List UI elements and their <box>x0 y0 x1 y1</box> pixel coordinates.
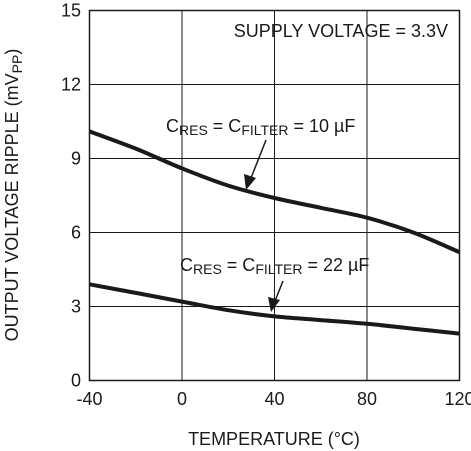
y-tick-label: 0 <box>71 371 81 391</box>
y-tick-label: 3 <box>71 297 81 317</box>
y-tick-label: 12 <box>61 75 81 95</box>
x-axis-label: TEMPERATURE (°C) <box>188 429 360 449</box>
series-label-22uF: CRES = CFILTER = 22 µF <box>180 255 369 277</box>
leader-arrow-22uF <box>268 280 284 312</box>
plot-frame <box>88 9 461 382</box>
series-line-0 <box>88 129 461 255</box>
series-label-10uF: CRES = CFILTER = 10 µF <box>166 116 355 138</box>
x-tick-label: 80 <box>357 389 377 409</box>
series-layer <box>88 129 461 336</box>
series-line-1 <box>89 282 460 336</box>
y-tick-label: 15 <box>61 1 81 21</box>
x-tick-label: 120 <box>444 389 471 409</box>
x-tick-label: 0 <box>177 389 187 409</box>
y-tick-label: 9 <box>71 149 81 169</box>
y-axis-label: OUTPUT VOLTAGE RIPPLE (mVPP) <box>2 49 25 342</box>
leader-arrow-10uF <box>244 139 267 190</box>
x-tick-label: -40 <box>76 389 102 409</box>
x-tick-label: 40 <box>264 389 284 409</box>
y-tick-label: 6 <box>71 223 81 243</box>
supply-voltage-annotation: SUPPLY VOLTAGE = 3.3V <box>234 21 448 41</box>
grid <box>89 10 460 381</box>
